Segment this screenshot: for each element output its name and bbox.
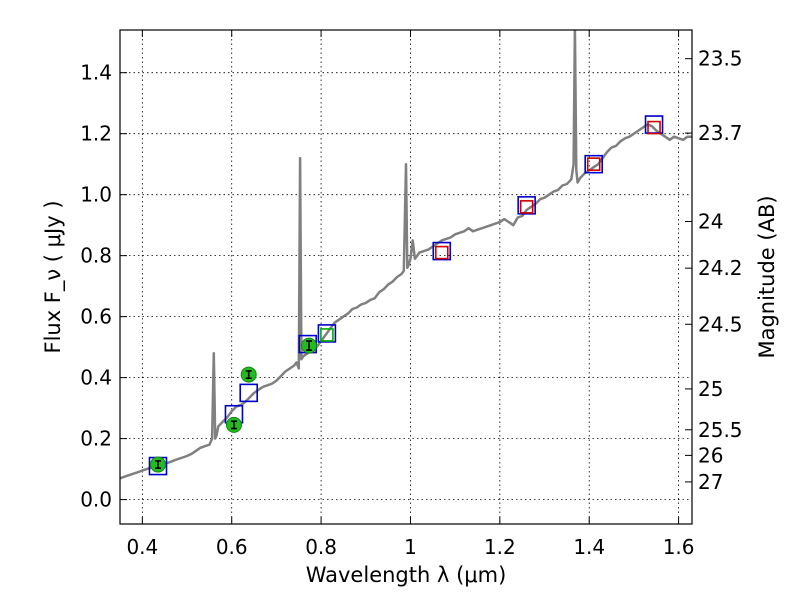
x-tick-label: 1 — [404, 535, 417, 559]
right-tick-label: 25 — [698, 377, 723, 401]
y-axis-label: Flux F_ν ( μJy ) — [41, 200, 66, 353]
red-squares-marker — [519, 200, 534, 214]
y-tick-label: 0.8 — [80, 244, 112, 268]
right-tick-label: 23.7 — [698, 121, 743, 145]
right-tick-label: 24 — [698, 210, 723, 234]
right-tick-label: 24.5 — [698, 312, 743, 336]
red-squares-marker — [434, 245, 449, 260]
right-tick-label: 24.2 — [698, 256, 743, 280]
y-tick-label: 1.2 — [80, 122, 112, 146]
blue-squares-marker — [584, 154, 603, 174]
plot-frame — [119, 29, 693, 525]
x-tick-label: 1.6 — [663, 535, 695, 559]
y-tick-label: 0.6 — [80, 305, 112, 329]
labels-layer: 0.4 0.6 0.8 1 1.2 1.4 1.6 0.0 0.2 0.4 0.6 0.8 1.0 1.2… — [41, 47, 779, 587]
x-axis-label: Wavelength λ (μm) — [306, 563, 507, 587]
y-tick-label: 1.0 — [80, 183, 112, 207]
y-tick-label: 1.4 — [80, 61, 112, 85]
green-squares-marker — [320, 328, 334, 342]
x-tick-label: 1.4 — [573, 535, 605, 559]
right-axis-label: Magnitude (AB) — [755, 195, 779, 358]
red-squares-marker — [586, 157, 601, 171]
blue-squares-marker — [317, 324, 337, 343]
x-tick-label: 0.8 — [305, 535, 337, 559]
plot-background — [120, 30, 692, 524]
x-tick-label: 0.6 — [216, 535, 248, 559]
ticks-layer — [120, 30, 692, 524]
markers-layer — [148, 115, 664, 476]
right-tick-label: 27 — [698, 470, 723, 494]
y-tick-label: 0.0 — [80, 488, 112, 512]
right-tick-label: 26 — [698, 443, 723, 467]
blue-squares-marker — [432, 241, 452, 261]
y-tick-label: 0.2 — [80, 427, 112, 451]
blue-squares-marker — [517, 196, 536, 215]
y-tick-label: 0.4 — [80, 366, 112, 390]
right-tick-label: 23.5 — [698, 47, 743, 71]
x-tick-label: 0.4 — [126, 535, 158, 559]
x-tick-label: 1.2 — [484, 535, 516, 559]
right-tick-label: 25.5 — [698, 418, 743, 442]
blue-squares-marker — [239, 383, 258, 403]
red-squares-marker — [647, 120, 661, 135]
